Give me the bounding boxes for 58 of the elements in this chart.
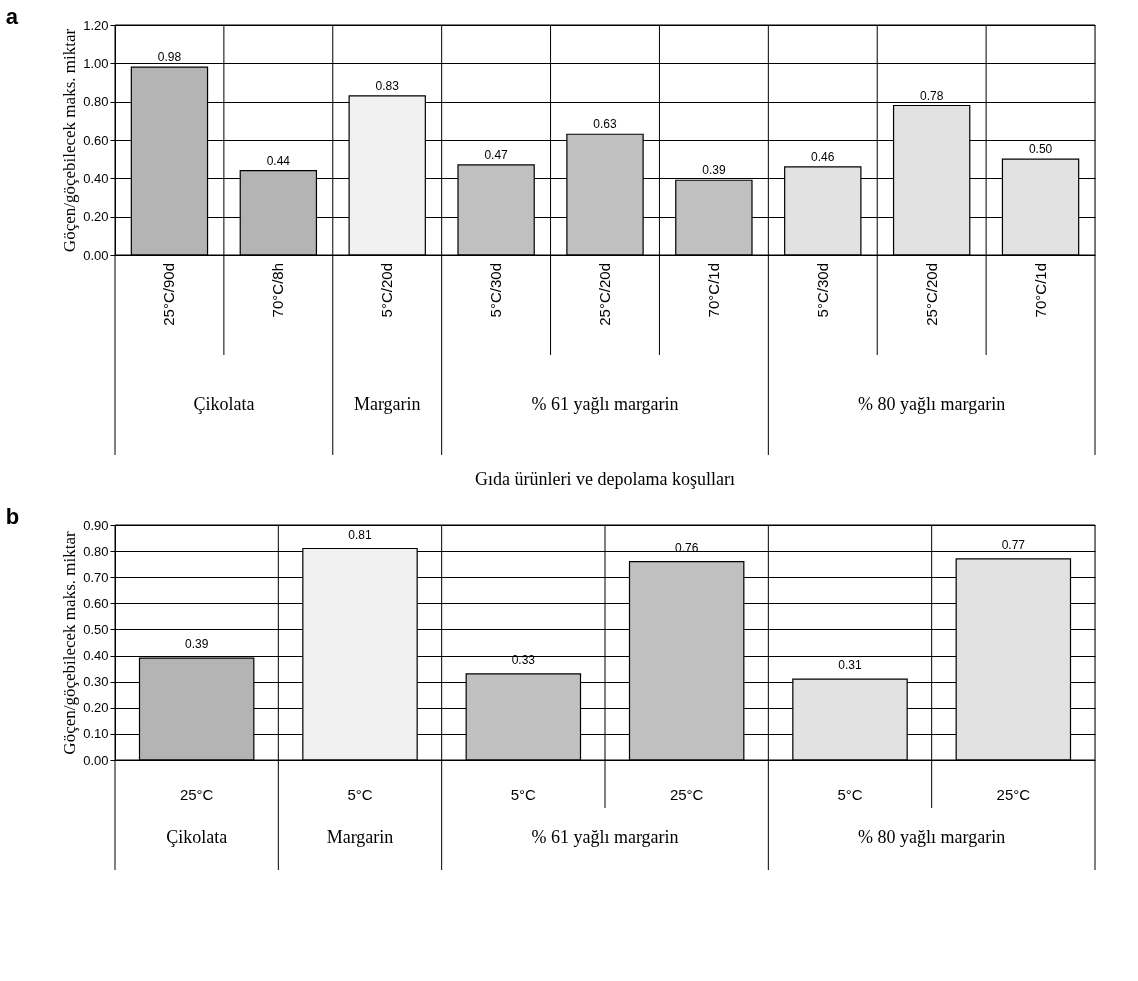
- data-label: 0.44: [266, 153, 291, 168]
- x-tick-label: 25°C/90d: [160, 263, 178, 326]
- x-axis-title: Gıda ürünleri ve depolama koşulları: [475, 469, 735, 489]
- x-tick-label: 25°C/20d: [596, 263, 613, 326]
- text: Çikolata: [166, 827, 228, 847]
- x-tick-label: 5°C: [347, 786, 373, 803]
- data-label: 0.78: [919, 88, 944, 103]
- x-tick-label: 25°C: [669, 786, 704, 803]
- y-tick-label: 0.00: [83, 247, 109, 263]
- y-tick-label: 0.80: [83, 543, 109, 559]
- y-tick-label: 0.50: [83, 621, 109, 637]
- chart-title: a: [5, 4, 19, 29]
- x-tick-label: 5°C: [510, 786, 537, 803]
- y-tick-label: 0.90: [83, 517, 109, 533]
- y-tick-label: 1.20: [83, 17, 109, 33]
- text: % 61 yağlı margarin: [531, 827, 679, 847]
- data-label: 0.31: [838, 658, 862, 673]
- y-tick-label: 0.80: [83, 94, 109, 110]
- y-axis-title: Göçen/göçebilecek maks. miktar: [60, 28, 80, 253]
- data-label: 0.50: [1028, 142, 1053, 157]
- y-tick-label: 0.10: [83, 726, 109, 742]
- x-tick-label: 5°C: [837, 786, 863, 803]
- x-tick-label: 70°C/1d: [1031, 263, 1049, 318]
- data-label: 0.47: [484, 147, 509, 162]
- y-tick-label: 0.40: [83, 648, 109, 664]
- text: % 61 yağlı margarin: [531, 394, 679, 414]
- y-tick-label: 0.00: [83, 752, 109, 768]
- text: % 80 yağlı margarin: [858, 827, 1006, 847]
- data-label: 0.46: [811, 149, 835, 164]
- x-tick-label: 25°C: [996, 786, 1031, 803]
- x-tick-label: 25°C/20d: [922, 263, 940, 326]
- data-label: 0.83: [375, 78, 400, 93]
- x-tick-label: 70°C/1d: [704, 263, 722, 318]
- y-tick-label: 0.60: [83, 132, 109, 148]
- y-tick-label: 0.20: [83, 700, 109, 716]
- y-tick-label: 0.40: [83, 170, 109, 186]
- data-label: 0.77: [1001, 537, 1026, 552]
- data-label: 0.39: [702, 163, 726, 178]
- chart-title: b: [5, 504, 20, 529]
- text: Çikolata: [193, 394, 255, 414]
- y-tick-label: 1.00: [83, 55, 109, 71]
- x-tick-label: 70°C/8h: [269, 263, 287, 318]
- x-tick-label: 5°C/20d: [378, 263, 396, 318]
- y-tick-label: 0.60: [83, 595, 109, 611]
- x-tick-label: 5°C/30d: [487, 263, 505, 318]
- x-tick-label: 5°C/30d: [813, 263, 831, 318]
- text: Margarin: [326, 827, 394, 847]
- data-label: 0.39: [184, 637, 209, 652]
- y-tick-label: 0.20: [83, 209, 109, 225]
- data-label: 0.98: [157, 50, 182, 65]
- data-label: 0.81: [348, 527, 372, 542]
- data-label: 0.63: [593, 117, 617, 132]
- y-axis-title: Göçen/göçebilecek maks. miktar: [60, 531, 80, 755]
- y-tick-label: 0.70: [83, 569, 109, 585]
- y-tick-label: 0.30: [83, 674, 109, 690]
- text: % 80 yağlı margarin: [858, 394, 1006, 414]
- x-tick-label: 25°C: [179, 786, 214, 803]
- text: Margarin: [353, 394, 421, 414]
